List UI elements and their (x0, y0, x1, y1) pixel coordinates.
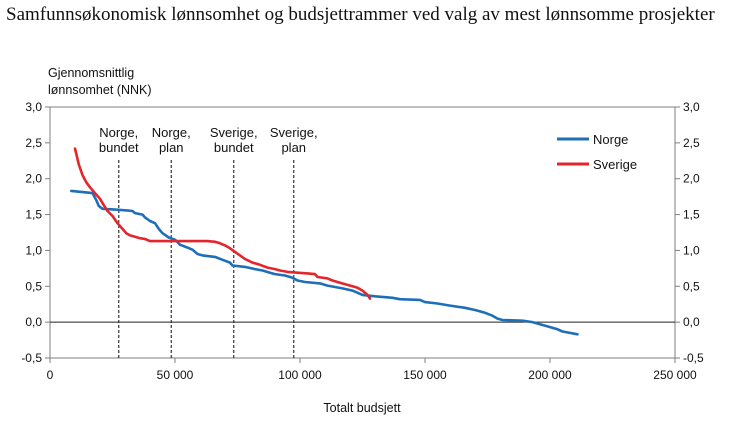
reference-line-label: Norge, (152, 125, 191, 140)
y-tick-label-right: 0,0 (683, 315, 700, 329)
y-tick-label-right: 2,0 (683, 172, 700, 186)
y-axis-label-line-1: Gjennomsnittlig (48, 66, 134, 80)
x-tick-label: 50 000 (157, 368, 194, 382)
y-tick-label-left: 2,0 (25, 172, 42, 186)
legend-label-sverige: Sverige (593, 157, 637, 172)
y-tick-label-left: 1,0 (25, 243, 42, 257)
legend-label-norge: Norge (593, 132, 628, 147)
series-line-sverige (73, 147, 372, 300)
reference-line-label: bundet (214, 140, 254, 155)
y-tick-label-right: 1,5 (683, 208, 700, 222)
reference-line-label: Sverige, (270, 125, 318, 140)
y-tick-label-left: -0,5 (21, 351, 42, 365)
x-tick-label: 250 000 (653, 368, 697, 382)
x-tick-label: 200 000 (528, 368, 572, 382)
y-tick-label-right: 0,5 (683, 279, 700, 293)
y-tick-label-right: 2,5 (683, 136, 700, 150)
plot-frame (49, 106, 676, 359)
x-axis-label: Totalt budsjett (323, 401, 401, 415)
y-axis-label-line-2: lønnsomhet (NNK) (48, 83, 152, 97)
y-tick-label-left: 1,5 (25, 208, 42, 222)
y-tick-label-right: 3,0 (683, 100, 700, 114)
x-tick-label: 0 (47, 368, 54, 382)
reference-line-label: Norge, (99, 125, 138, 140)
reference-line-label: plan (281, 140, 306, 155)
series-line-norge (70, 189, 579, 336)
reference-line-label: Sverige, (210, 125, 258, 140)
y-tick-label-right: -0,5 (683, 351, 704, 365)
x-tick-label: 100 000 (278, 368, 322, 382)
reference-line-label: plan (159, 140, 184, 155)
y-tick-label-left: 3,0 (25, 100, 42, 114)
chart-title: Samfunnsøkonomisk lønnsomhet og budsjett… (6, 4, 715, 25)
y-tick-label-right: 1,0 (683, 243, 700, 257)
y-tick-label-left: 2,5 (25, 136, 42, 150)
y-tick-label-left: 0,5 (25, 279, 42, 293)
x-tick-label: 150 000 (403, 368, 447, 382)
reference-line-label: bundet (99, 140, 139, 155)
y-tick-label-left: 0,0 (25, 315, 42, 329)
